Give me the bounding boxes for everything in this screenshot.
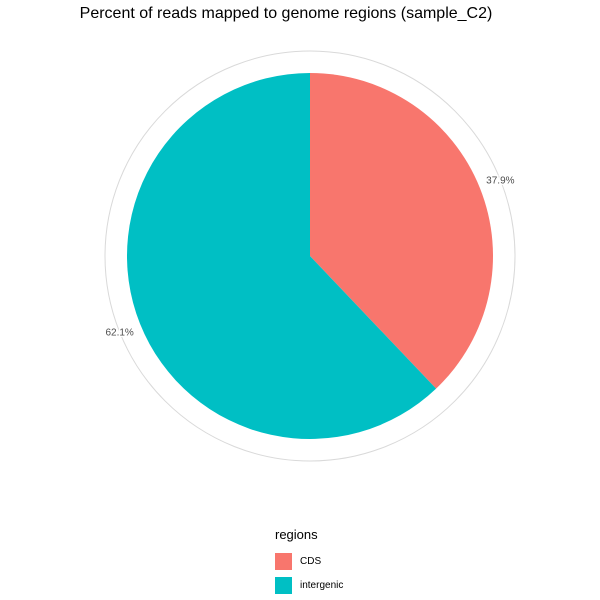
legend-swatch-intergenic bbox=[275, 576, 292, 594]
legend-label-cds: CDS bbox=[300, 555, 322, 567]
legend-item-intergenic: intergenic bbox=[275, 573, 395, 597]
pie-slice-cds bbox=[310, 73, 493, 389]
legend-title: regions bbox=[275, 527, 318, 542]
legend: regions CDS intergenic bbox=[275, 527, 395, 597]
pie-slice-labels: 37.9% 62.1% bbox=[104, 174, 516, 340]
legend-label-intergenic: intergenic bbox=[300, 579, 344, 591]
legend-item-cds: CDS bbox=[275, 549, 395, 573]
slice-label-intergenic: 62.1% bbox=[105, 328, 133, 339]
outer-grid-circle bbox=[104, 50, 516, 462]
pie-slice-intergenic bbox=[126, 73, 437, 439]
slice-label-cds: 37.9% bbox=[486, 175, 514, 186]
pie-slices bbox=[126, 73, 493, 439]
chart-title: Percent of reads mapped to genome region… bbox=[79, 5, 493, 22]
legend-swatch-cds bbox=[275, 552, 292, 570]
